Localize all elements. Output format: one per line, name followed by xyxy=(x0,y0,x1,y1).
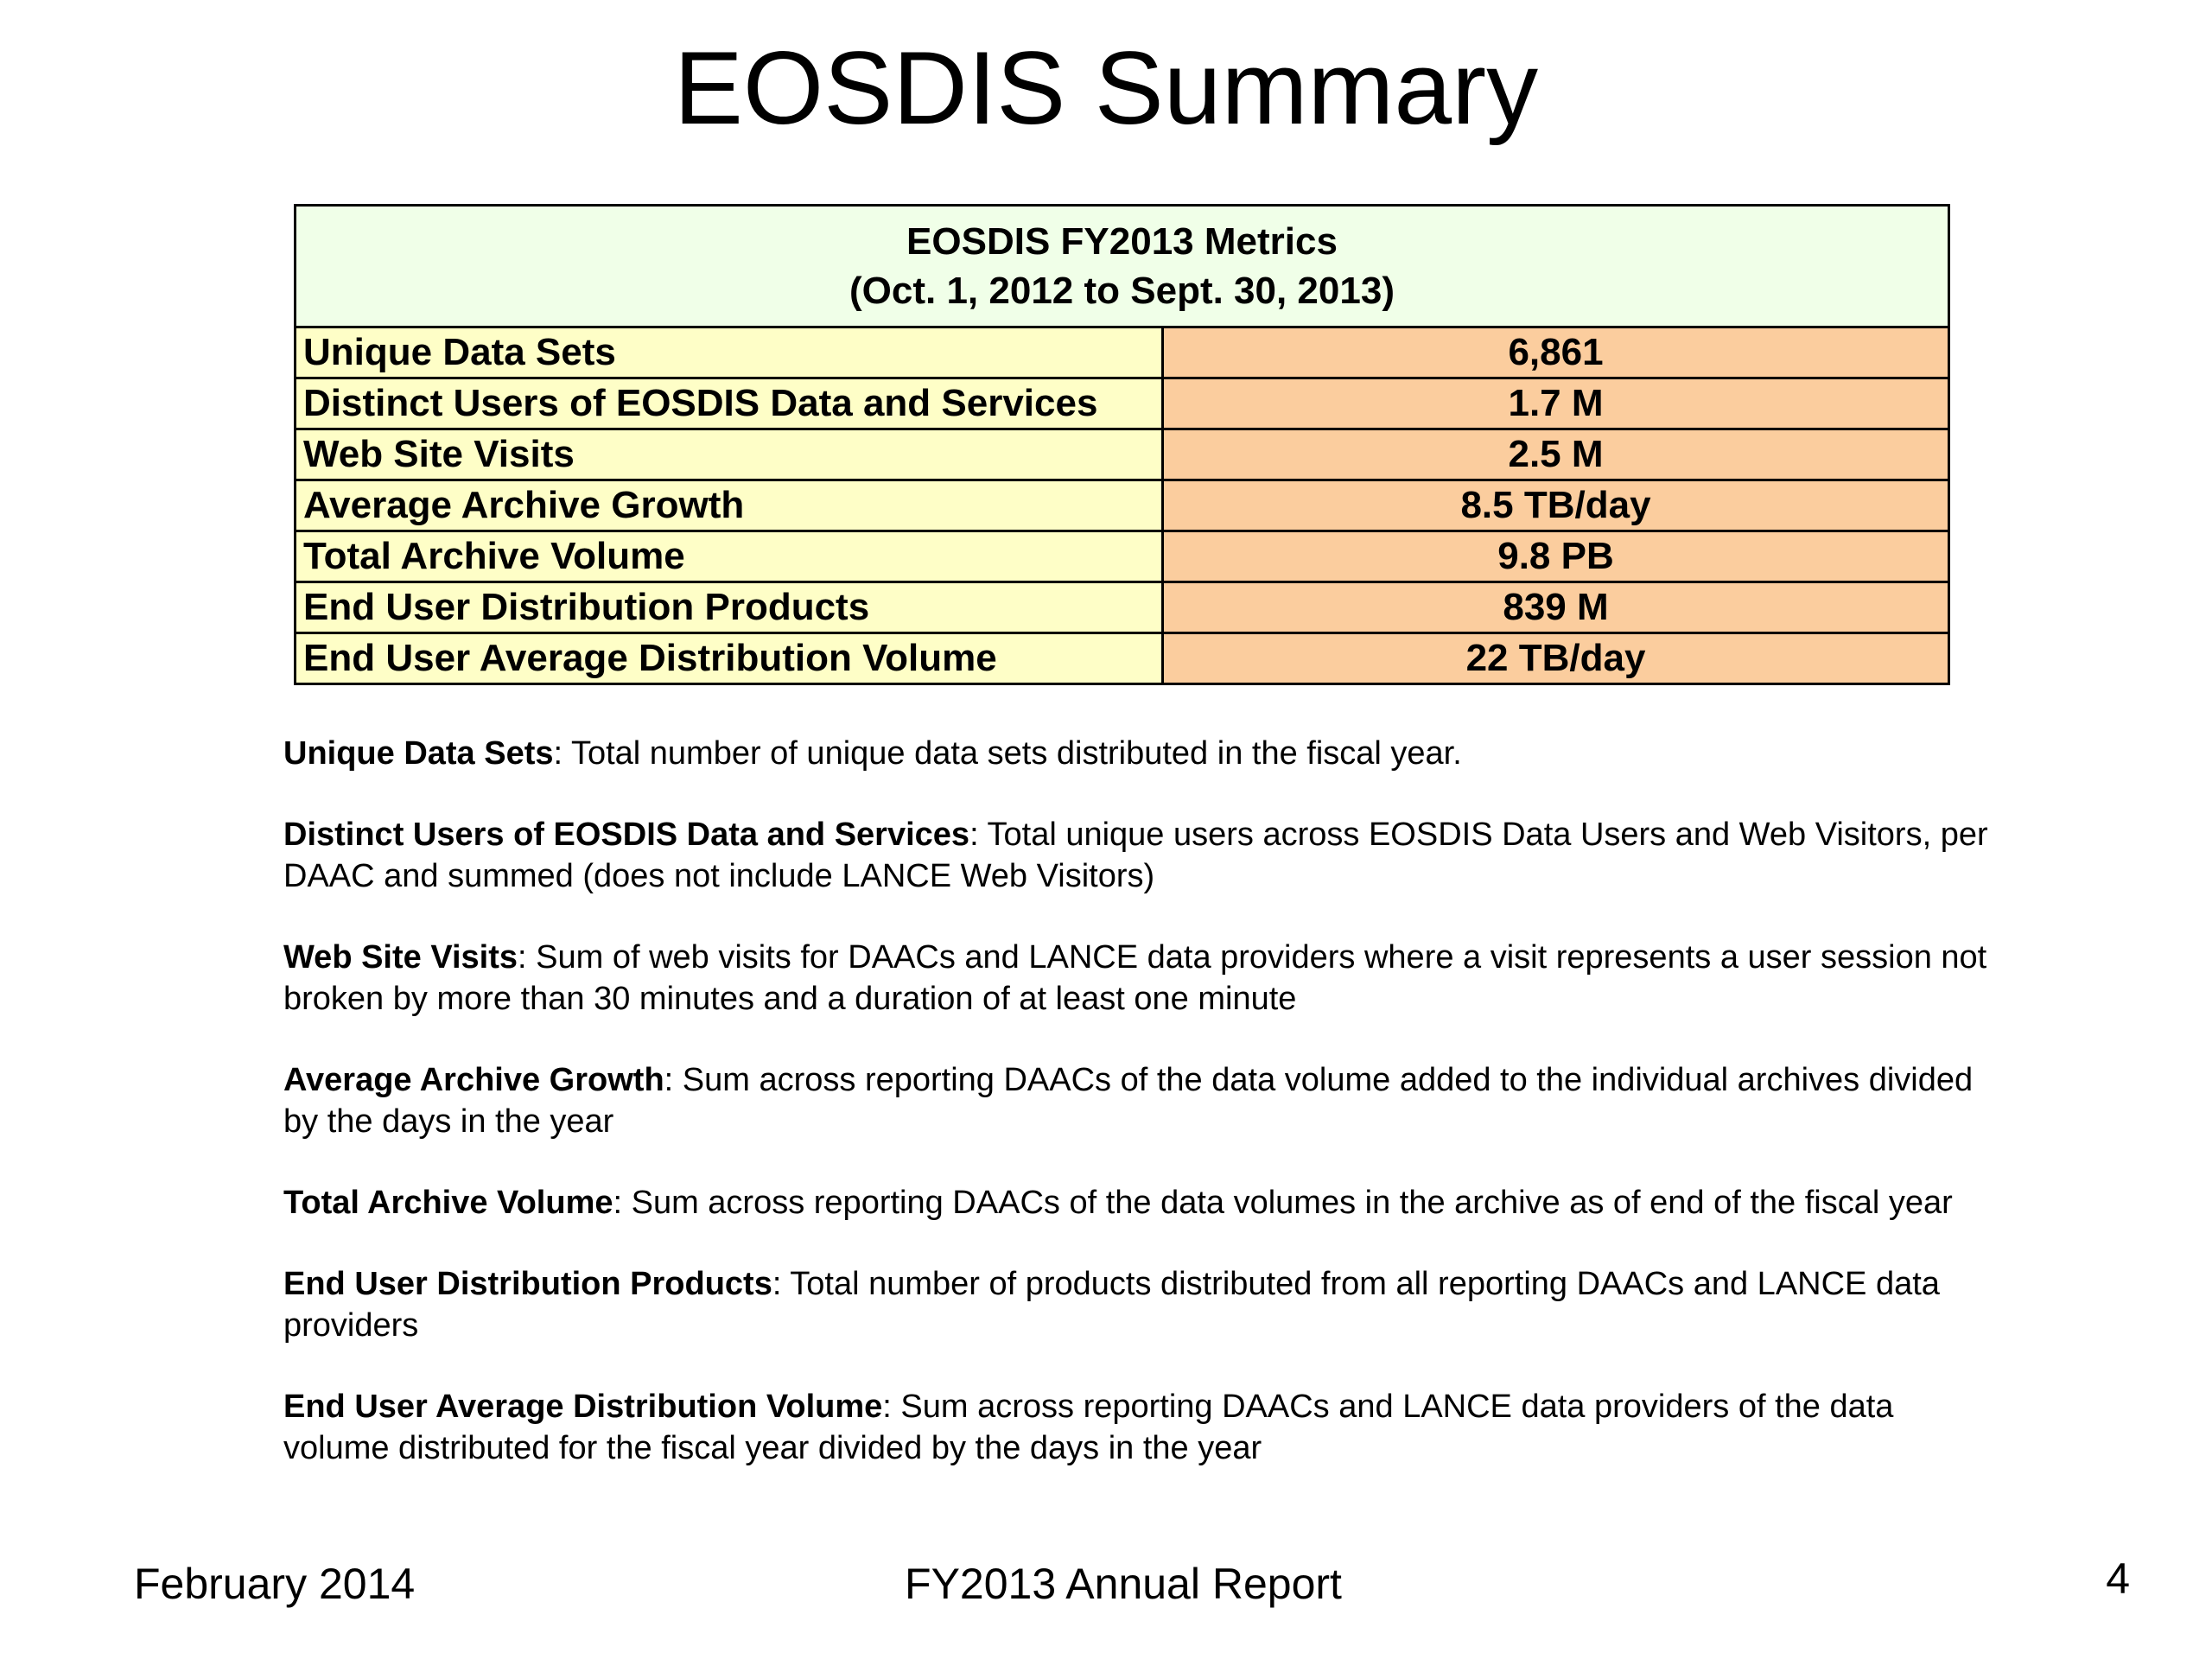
definition-item: Total Archive Volume: Sum across reporti… xyxy=(283,1182,1994,1224)
metrics-table-heading: EOSDIS FY2013 Metrics (Oct. 1, 2012 to S… xyxy=(294,204,1950,328)
definition-text: : Total unique users across EOSDIS Data … xyxy=(283,817,1988,894)
metric-label: Total Archive Volume xyxy=(294,530,1164,583)
metric-label: Average Archive Growth xyxy=(294,479,1164,532)
definition-item: Web Site Visits: Sum of web visits for D… xyxy=(283,937,1994,1020)
definition-item: Distinct Users of EOSDIS Data and Servic… xyxy=(283,814,1994,897)
table-row: Web Site Visits 2.5 M xyxy=(294,428,1950,481)
page-title: EOSDIS Summary xyxy=(673,30,1539,146)
metrics-table-header-row: EOSDIS FY2013 Metrics (Oct. 1, 2012 to S… xyxy=(294,204,1950,328)
definition-term: End User Distribution Products xyxy=(283,1266,772,1302)
definitions-list: Unique Data Sets: Total number of unique… xyxy=(283,733,1994,1509)
footer-report-title: FY2013 Annual Report xyxy=(905,1560,1342,1608)
metrics-table-title: EOSDIS FY2013 Metrics xyxy=(906,220,1338,263)
definition-term: Total Archive Volume xyxy=(283,1185,613,1221)
metric-value: 6,861 xyxy=(1161,326,1950,379)
metric-label: Unique Data Sets xyxy=(294,326,1164,379)
metric-label: End User Average Distribution Volume xyxy=(294,632,1164,685)
table-row: End User Average Distribution Volume 22 … xyxy=(294,632,1950,685)
metric-value: 8.5 TB/day xyxy=(1161,479,1950,532)
page-number: 4 xyxy=(2106,1554,2130,1603)
metrics-table-period: (Oct. 1, 2012 to Sept. 30, 2013) xyxy=(849,270,1395,312)
metric-label: Web Site Visits xyxy=(294,428,1164,481)
metric-value: 839 M xyxy=(1161,581,1950,634)
definition-item: Average Archive Growth: Sum across repor… xyxy=(283,1059,1994,1142)
table-row: Unique Data Sets 6,861 xyxy=(294,326,1950,379)
metric-value: 9.8 PB xyxy=(1161,530,1950,583)
definition-term: End User Average Distribution Volume xyxy=(283,1389,883,1425)
metric-value: 22 TB/day xyxy=(1161,632,1950,685)
metric-label: End User Distribution Products xyxy=(294,581,1164,634)
table-row: Average Archive Growth 8.5 TB/day xyxy=(294,479,1950,532)
definition-text: : Sum of web visits for DAACs and LANCE … xyxy=(283,939,1987,1017)
definition-item: Unique Data Sets: Total number of unique… xyxy=(283,733,1994,774)
definition-text: : Total number of unique data sets distr… xyxy=(553,735,1462,772)
table-row: Distinct Users of EOSDIS Data and Servic… xyxy=(294,377,1950,430)
metric-label: Distinct Users of EOSDIS Data and Servic… xyxy=(294,377,1164,430)
definition-term: Unique Data Sets xyxy=(283,735,554,772)
definition-text: : Sum across reporting DAACs of the data… xyxy=(613,1185,1953,1221)
definition-item: End User Distribution Products: Total nu… xyxy=(283,1263,1994,1346)
definition-text: : Sum across reporting DAACs and LANCE d… xyxy=(283,1389,1894,1466)
definition-text: : Total number of products distributed f… xyxy=(283,1266,1940,1344)
metric-value: 2.5 M xyxy=(1161,428,1950,481)
metric-value: 1.7 M xyxy=(1161,377,1950,430)
metrics-table: EOSDIS FY2013 Metrics (Oct. 1, 2012 to S… xyxy=(294,204,1950,685)
definition-term: Web Site Visits xyxy=(283,939,518,976)
definition-term: Distinct Users of EOSDIS Data and Servic… xyxy=(283,817,970,853)
definition-item: End User Average Distribution Volume: Su… xyxy=(283,1386,1994,1469)
table-row: Total Archive Volume 9.8 PB xyxy=(294,530,1950,583)
footer-date: February 2014 xyxy=(134,1560,416,1608)
definition-text: : Sum across reporting DAACs of the data… xyxy=(283,1062,1974,1140)
table-row: End User Distribution Products 839 M xyxy=(294,581,1950,634)
definition-term: Average Archive Growth xyxy=(283,1062,664,1098)
